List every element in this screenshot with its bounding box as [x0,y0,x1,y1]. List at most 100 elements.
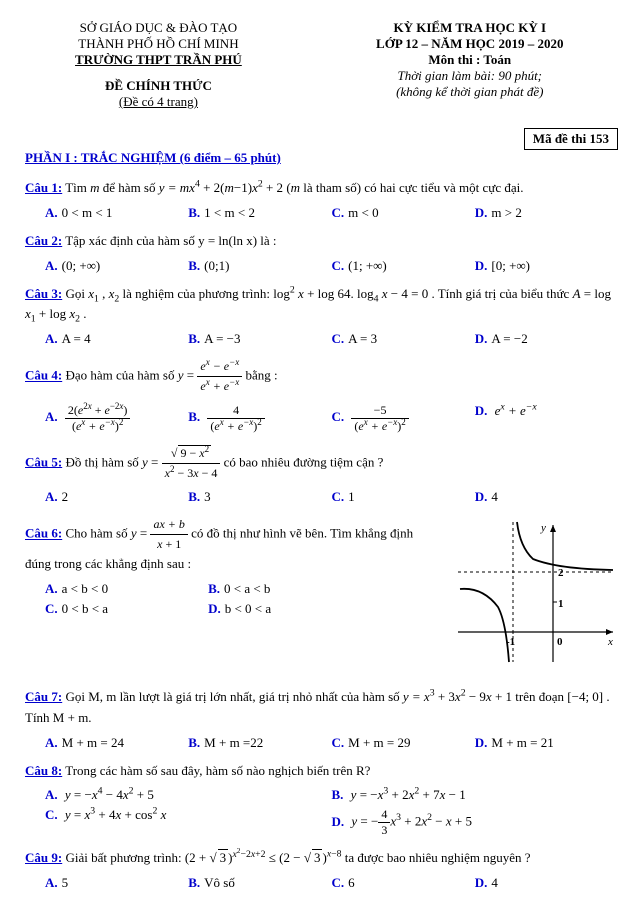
note-line: (không kể thời gian phát đề) [322,84,619,100]
q6-opt-d: D.b < 0 < a [208,599,371,619]
exam-title: KỲ KIỂM TRA HỌC KỲ I [322,20,619,36]
question-3: Câu 3: Gọi x1 , x2 là nghiệm của phương … [25,284,618,326]
q2-label: Câu 2: [25,233,62,248]
question-1: Câu 1: Tìm m để hàm số y = mx4 + 2(m−1)x… [25,178,618,199]
q4-opt-d: D. ex + e−x [475,401,618,436]
q9-opt-a: A.5 [45,873,188,893]
q3-opt-d: D.A = −2 [475,329,618,349]
svg-text:y: y [540,522,546,534]
q6-opt-a: A.a < b < 0 [45,579,208,599]
pages-line: (Đề có 4 trang) [25,94,292,110]
subject-line: Môn thi : Toán [322,52,619,68]
question-5: Câu 5: Đồ thị hàm số y = 9 − x2x2 − 3x −… [25,444,618,483]
svg-text:x: x [607,636,613,648]
q1-text-d: là tham số) có hai cực tiểu và một cực đ… [303,180,523,195]
header-left: SỞ GIÁO DỤC & ĐÀO TẠO THÀNH PHỐ HỒ CHÍ M… [25,20,292,110]
q5-label: Câu 5: [25,454,62,469]
duration-line: Thời gian làm bài: 90 phút; [322,68,619,84]
q2-opt-d: D.[0; +∞) [475,256,618,276]
q1-opt-b: B.1 < m < 2 [188,203,331,223]
q2-opt-b: B.(0;1) [188,256,331,276]
question-2: Câu 2: Tập xác định của hàm số y = ln(ln… [25,231,618,252]
q3-text-b: là nghiệm của phương trình: [123,286,274,301]
q4-text-a: Đạo hàm của hàm số [65,368,177,383]
q4-opt-b: B. 4(ex + e−x)2 [188,401,331,436]
q4-label: Câu 4: [25,368,62,383]
q1-options: A.0 < m < 1 B.1 < m < 2 C.m < 0 D.m > 2 [45,203,618,223]
question-9: Câu 9: Giải bất phương trình: (2 + 3)x2−… [25,848,618,869]
q3-opt-a: A.A = 4 [45,329,188,349]
q1-opt-c: C.m < 0 [332,203,475,223]
q8-text: Trong các hàm số sau đây, hàm số nào ngh… [65,763,370,778]
q3-opt-b: B.A = −3 [188,329,331,349]
q2-text: Tập xác định của hàm số y = ln(ln x) là … [65,233,276,248]
q5-text-b: có bao nhiêu đường tiệm cận ? [224,454,384,469]
q7-options: A.M + m = 24 B.M + m =22 C.M + m = 29 D.… [45,733,618,753]
q9-opt-c: C.6 [332,873,475,893]
q4-opt-a: A. 2(e2x + e−2x)(ex + e−x)2 [45,401,188,436]
q2-options: A.(0; +∞) B.(0;1) C.(1; +∞) D.[0; +∞) [45,256,618,276]
q6-options: A.a < b < 0 B.0 < a < b C.0 < b < a D.b … [45,579,371,619]
q7-opt-b: B.M + m =22 [188,733,331,753]
q9-label: Câu 9: [25,850,62,865]
q5-opt-c: C.1 [332,487,475,507]
dept-line: SỞ GIÁO DỤC & ĐÀO TẠO [25,20,292,36]
q7-label: Câu 7: [25,689,62,704]
svg-text:1: 1 [558,598,564,610]
svg-text:2: 2 [558,567,564,579]
q9-text-a: Giải bất phương trình: [65,850,184,865]
exam-code-box: Mã đề thi 153 [524,128,618,150]
q7-opt-a: A.M + m = 24 [45,733,188,753]
q1-text-b: để hàm số [103,180,159,195]
q3-opt-c: C.A = 3 [332,329,475,349]
q9-options: A.5 B.Vô số C.6 D.4 [45,873,618,893]
q1-opt-a: A.0 < m < 1 [45,203,188,223]
q4-opt-c: C. −5(ex + e−x)2 [332,401,475,436]
q3-text-d: . [83,306,86,321]
q6-graph: x y -1 0 1 2 [448,517,618,671]
grade-line: LỚP 12 – NĂM HỌC 2019 – 2020 [322,36,619,52]
q3-text-a: Gọi [65,286,88,301]
city-line: THÀNH PHỐ HỒ CHÍ MINH [25,36,292,52]
q9-opt-d: D.4 [475,873,618,893]
q3-label: Câu 3: [25,286,62,301]
q8-opt-b: B. y = −x3 + 2x2 + 7x − 1 [332,785,619,805]
q9-opt-b: B.Vô số [188,873,331,893]
q5-text-a: Đồ thị hàm số [65,454,142,469]
question-4: Câu 4: Đạo hàm của hàm số y = ex − e−xex… [25,357,618,396]
q2-opt-c: C.(1; +∞) [332,256,475,276]
q6-opt-b: B.0 < a < b [208,579,371,599]
q5-opt-a: A.2 [45,487,188,507]
q8-opt-c: C. y = x3 + 4x + cos2 x [45,805,332,840]
q8-opt-a: A. y = −x4 − 4x2 + 5 [45,785,332,805]
q7-text-a: Gọi M, m lần lượt là giá trị lớn nhất, g… [65,689,402,704]
q6-opt-c: C.0 < b < a [45,599,208,619]
q1-text-a: Tìm [65,180,90,195]
header-right: KỲ KIỂM TRA HỌC KỲ I LỚP 12 – NĂM HỌC 20… [322,20,619,110]
q9-text-b: ta được bao nhiêu nghiệm nguyên ? [345,850,531,865]
page-header: SỞ GIÁO DỤC & ĐÀO TẠO THÀNH PHỐ HỒ CHÍ M… [25,20,618,110]
q1-opt-d: D.m > 2 [475,203,618,223]
q5-options: A.2 B.3 C.1 D.4 [45,487,618,507]
q5-opt-d: D.4 [475,487,618,507]
svg-text:0: 0 [557,636,563,648]
q3-text-c: . Tính giá trị của biểu thức [431,286,572,301]
official-line: ĐỀ CHÍNH THỨC [25,78,292,94]
q7-opt-c: C.M + m = 29 [332,733,475,753]
q6-text-a: Cho hàm số [65,526,130,541]
q8-opt-d: D. y = −43x3 + 2x2 − x + 5 [332,805,619,840]
q5-opt-b: B.3 [188,487,331,507]
q7-opt-d: D.M + m = 21 [475,733,618,753]
section-1-title: PHẦN I : TRẮC NGHIỆM (6 điểm – 65 phút) [25,150,618,166]
q8-options: A. y = −x4 − 4x2 + 5 B. y = −x3 + 2x2 + … [45,785,618,840]
q7-text-b: trên đoạn [515,689,567,704]
q3-options: A.A = 4 B.A = −3 C.A = 3 D.A = −2 [45,329,618,349]
q4-text-b: bằng : [245,368,277,383]
q1-label: Câu 1: [25,180,62,195]
question-8: Câu 8: Trong các hàm số sau đây, hàm số … [25,761,618,782]
school-line: TRƯỜNG THPT TRẦN PHÚ [25,52,292,68]
q4-options: A. 2(e2x + e−2x)(ex + e−x)2 B. 4(ex + e−… [45,401,618,436]
q8-label: Câu 8: [25,763,62,778]
question-7: Câu 7: Gọi M, m lần lượt là giá trị lớn … [25,687,618,729]
q6-label: Câu 6: [25,526,62,541]
